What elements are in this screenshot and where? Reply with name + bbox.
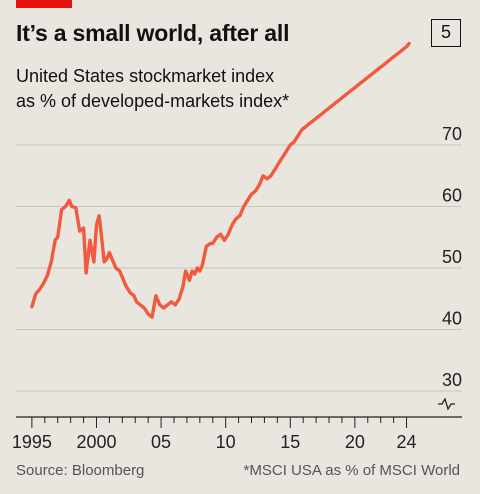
gridlines [16, 144, 462, 392]
chart-title: It’s a small world, after all [16, 20, 290, 46]
brand-red-tab [16, 0, 72, 8]
subtitle-line-2: as % of developed-markets index* [16, 91, 290, 111]
y-axis-labels: 30 40 50 60 70 [438, 124, 462, 411]
axis-break-icon [438, 397, 455, 411]
y-tick-label: 60 [442, 186, 462, 206]
subtitle-line-1: United States stockmarket index [16, 66, 275, 86]
x-tick-label: 05 [151, 432, 171, 452]
x-tick-label: 1995 [12, 432, 52, 452]
y-tick-label: 50 [442, 247, 462, 267]
x-tick-label: 24 [397, 432, 417, 452]
x-axis [16, 416, 462, 428]
x-axis-labels: 1995 2000 05 10 15 20 24 [12, 432, 417, 452]
x-tick-label: 10 [216, 432, 236, 452]
y-tick-label: 70 [442, 124, 462, 144]
source-note: Source: Bloomberg [16, 462, 145, 479]
chart-number-badge: 5 [431, 19, 461, 47]
chart-subtitle: United States stockmarket index as % of … [16, 64, 436, 114]
y-tick-label: 40 [442, 309, 462, 329]
y-tick-label: 30 [442, 370, 462, 390]
x-tick-label: 2000 [76, 432, 116, 452]
x-tick-label: 20 [345, 432, 365, 452]
series [30, 41, 411, 319]
footnote: *MSCI USA as % of MSCI World [243, 462, 460, 479]
series-line-0 [30, 41, 411, 319]
x-tick-label: 15 [280, 432, 300, 452]
